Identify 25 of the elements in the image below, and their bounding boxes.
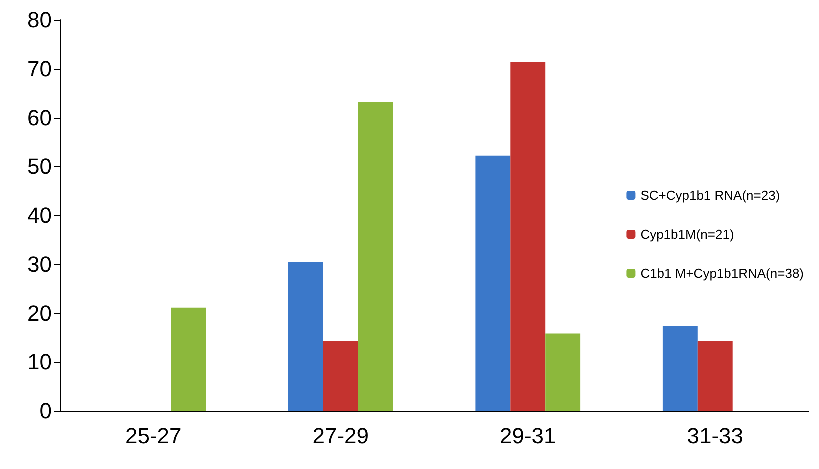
y-tick-label: 30 [28,252,52,277]
y-tick-label: 80 [28,8,52,32]
legend-label: SC+Cyp1b1 RNA(n=23) [640,188,780,203]
bar [546,334,581,411]
y-tick-label: 20 [28,300,52,326]
bar [323,341,358,411]
y-tick-label: 60 [28,105,52,130]
legend-label: C1b1 M+Cyp1b1RNA(n=38) [640,266,804,281]
y-tick-label: 10 [28,350,52,375]
bar [288,262,324,411]
bar [476,156,511,411]
y-tick-label: 0 [40,398,52,424]
legend-label: Cyp1b1M(n=21) [640,227,734,242]
y-tick-label: 50 [28,154,52,180]
x-tick-label: 31-33 [687,424,744,448]
x-tick-label: 27-29 [312,424,370,448]
y-tick-label: 40 [28,203,52,228]
bar [358,102,394,411]
bar [698,341,733,411]
bar [510,62,546,411]
x-tick-label: 29-31 [500,424,556,448]
bar [171,308,206,411]
bar [662,326,698,411]
x-tick-label: 25-27 [125,424,182,448]
y-tick-label: 70 [28,56,52,82]
